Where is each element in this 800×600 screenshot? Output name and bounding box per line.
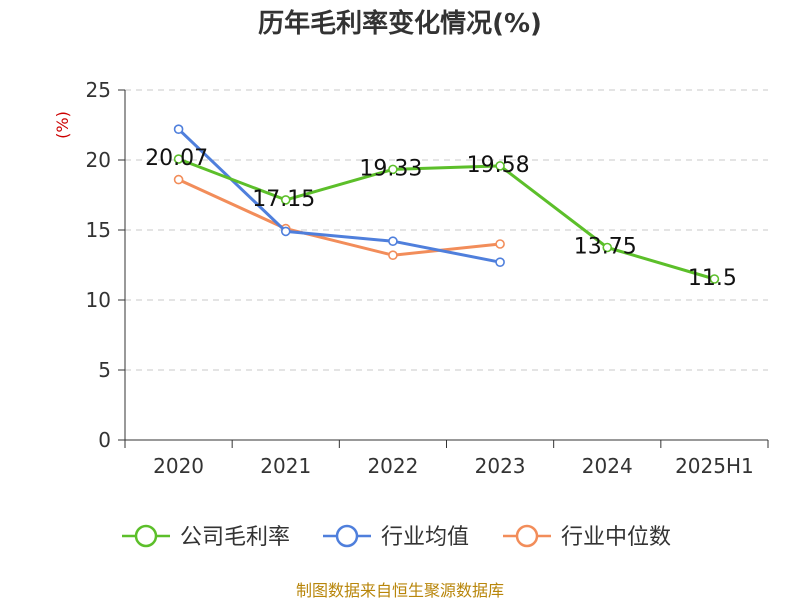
data-point [709,274,720,284]
data-point [173,124,184,134]
data-point [173,154,184,164]
x-tick-label: 2020 [153,454,204,478]
series-line [177,178,501,257]
data-labels: 20.07 17.15 19.33 19.58 13.75 11.5 [145,146,737,291]
data-point [388,236,398,246]
y-tick-label: 0 [98,428,111,452]
y-tick-label: 20 [86,148,111,172]
data-point [280,226,291,237]
data-label: 11.5 [688,266,737,291]
legend-marker [515,524,539,548]
data-label: 19.33 [359,156,422,181]
data-point [495,239,505,249]
data-label: 17.15 [252,187,315,212]
data-label: 19.58 [467,153,530,178]
data-label: 13.75 [574,235,637,260]
x-tick-label: 2023 [475,454,526,478]
y-tick-label: 25 [86,78,111,102]
data-point [602,242,613,253]
legend-item[interactable]: 行业中位数 [503,524,671,550]
data-point [173,174,184,185]
y-tick-label: 15 [86,218,111,242]
y-tick-label: 10 [86,288,111,312]
legend-label: 公司毛利率 [180,525,290,550]
legend-marker [134,524,158,548]
data-point [280,195,291,205]
x-tick-label: 2021 [260,454,311,478]
legend-label: 行业均值 [381,525,469,550]
data-point [495,257,505,268]
grid-lines [125,89,768,371]
y-axis-unit: (%) [53,111,72,139]
x-tick-label: 2024 [582,454,633,478]
data-point [495,161,505,171]
axes: 0 5 10 15 20 25 2020 2021 2022 2023 2024 2025H1 [86,78,769,478]
x-tick-label: 2022 [367,454,418,478]
data-label: 20.07 [145,146,208,171]
legend-item[interactable]: 行业均值 [323,524,469,550]
x-tick-label: 2025H1 [675,454,754,478]
legend[interactable]: 公司毛利率 行业均值 行业中位数 [122,524,671,550]
legend-label: 行业中位数 [561,525,671,550]
series-group [173,124,720,284]
legend-marker [335,524,359,548]
series-line [178,157,715,281]
data-point [388,250,398,260]
legend-item[interactable]: 公司毛利率 [122,524,290,550]
data-point [388,164,398,175]
y-tick-label: 5 [98,358,111,382]
source-note: 制图数据来自恒生聚源数据库 [296,581,504,600]
chart-title: 历年毛利率变化情况(%) [258,8,542,39]
